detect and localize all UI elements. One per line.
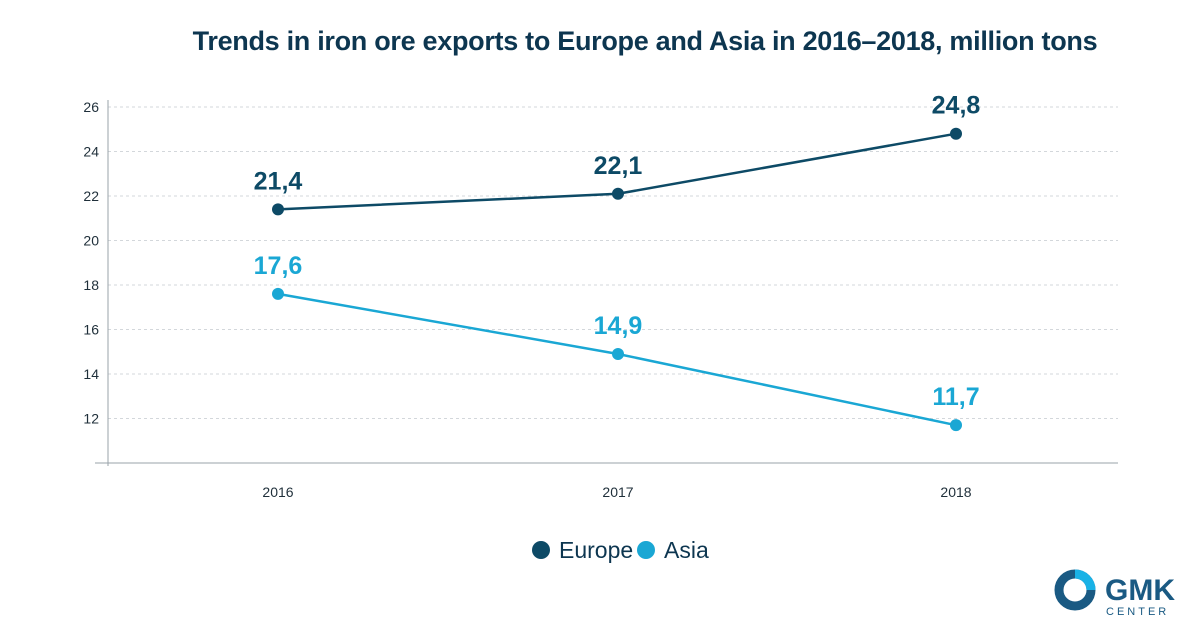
data-label: 14,9 xyxy=(594,312,643,340)
y-tick-labels: 12 14 16 18 20 22 24 26 xyxy=(83,99,99,427)
y-tick-label: 24 xyxy=(83,144,99,160)
x-tick-label: 2016 xyxy=(262,484,293,500)
data-label: 11,7 xyxy=(932,383,979,411)
data-point xyxy=(612,347,624,360)
logo-text: GMK xyxy=(1105,574,1175,607)
data-point xyxy=(272,203,284,216)
data-label: 24,8 xyxy=(932,92,981,120)
y-tick-label: 16 xyxy=(83,322,99,338)
data-point xyxy=(950,419,962,432)
series-asia: 17,6 14,9 11,7 xyxy=(254,252,980,432)
chart-title: Trends in iron ore exports to Europe and… xyxy=(192,26,1098,56)
x-tick-label: 2017 xyxy=(602,484,633,500)
legend-item-asia: Asia xyxy=(637,537,709,563)
y-tick-label: 14 xyxy=(83,366,99,382)
data-label: 21,4 xyxy=(254,167,303,195)
y-tick-label: 18 xyxy=(83,277,99,293)
series-europe: 21,4 22,1 24,8 xyxy=(254,92,981,216)
legend-label: Europe xyxy=(559,537,633,563)
data-label: 22,1 xyxy=(594,152,643,180)
logo-mark-icon xyxy=(1054,569,1096,611)
gmk-center-logo: GMK CENTER xyxy=(1054,569,1175,618)
axes xyxy=(95,100,1118,466)
legend-label: Asia xyxy=(664,537,709,563)
data-point xyxy=(612,187,624,200)
legend: Europe Asia xyxy=(532,537,709,563)
data-label: 17,6 xyxy=(254,252,303,280)
legend-marker-icon xyxy=(532,541,550,559)
data-point xyxy=(272,287,284,300)
x-tick-labels: 2016 2017 2018 xyxy=(262,484,971,500)
series-lines: 21,4 22,1 24,8 17,6 14,9 11,7 xyxy=(254,92,981,432)
y-tick-label: 20 xyxy=(83,233,99,249)
legend-marker-icon xyxy=(637,541,655,559)
y-tick-label: 22 xyxy=(83,188,99,204)
y-tick-label: 12 xyxy=(83,411,99,427)
x-tick-label: 2018 xyxy=(940,484,971,500)
data-point xyxy=(950,127,962,140)
y-tick-label: 26 xyxy=(83,99,99,115)
legend-item-europe: Europe xyxy=(532,537,633,563)
logo-subtext: CENTER xyxy=(1106,606,1169,618)
